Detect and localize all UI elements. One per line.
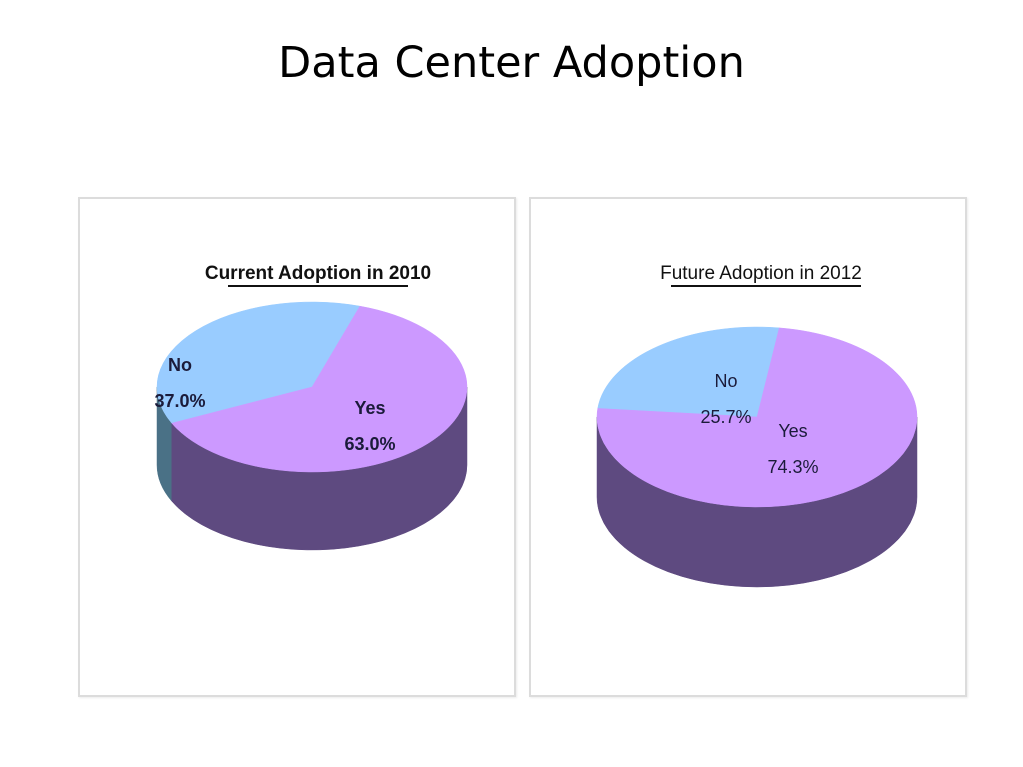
- chart-panel-2010: Current Adoption in 2010 No 37.0% Yes 63…: [78, 197, 516, 697]
- page-title: Data Center Adoption: [278, 38, 745, 88]
- pie-slice-yes: [596, 327, 918, 508]
- slice-label-no-value: 37.0%: [154, 391, 205, 411]
- slice-label-yes-value: 63.0%: [344, 434, 395, 454]
- slice-label-yes-name: Yes: [778, 421, 807, 441]
- pie-group: [596, 326, 918, 588]
- slice-label-no-value: 25.7%: [700, 407, 751, 427]
- pie-chart-2010: Current Adoption in 2010 No 37.0% Yes 63…: [154, 263, 468, 551]
- pie-slice-yes: [171, 305, 468, 473]
- slice-label-yes-name: Yes: [354, 398, 385, 418]
- chart-title: Future Adoption in 2012: [660, 263, 862, 284]
- pie-chart-2012: Future Adoption in 2012 No 25.7% Yes 74.…: [596, 263, 918, 588]
- pie-slice-no: [156, 301, 361, 424]
- pie-slice-no: [597, 326, 780, 418]
- chart-title: Current Adoption in 2010: [205, 263, 431, 284]
- slice-label-no-name: No: [714, 371, 737, 391]
- pie-group: [156, 301, 468, 551]
- chart-panel-2012: Future Adoption in 2012 No 25.7% Yes 74.…: [529, 197, 967, 697]
- slice-label-yes-value: 74.3%: [767, 457, 818, 477]
- slice-label-no-name: No: [168, 355, 192, 375]
